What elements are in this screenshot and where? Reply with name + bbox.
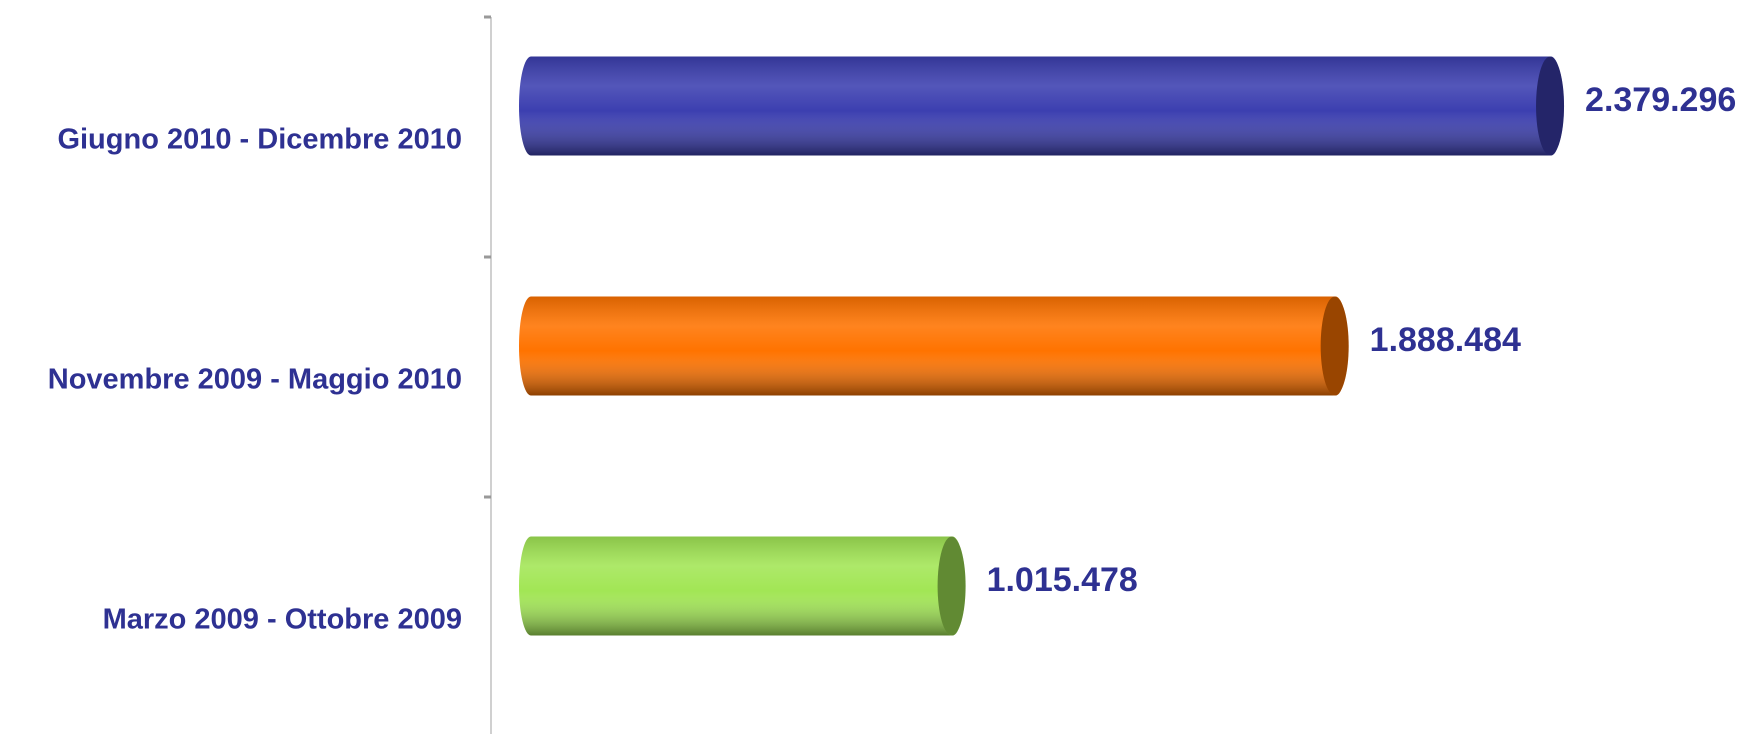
category-label: Novembre 2009 - Maggio 2010 <box>48 364 462 396</box>
bar-cap-shade <box>937 536 966 636</box>
value-label: 1.888.484 <box>1370 321 1521 359</box>
bar-shade <box>519 296 1348 396</box>
bar-cap <box>1536 56 1565 156</box>
bar-shade <box>519 536 965 636</box>
bar-cap-shade <box>1536 56 1565 156</box>
bar-shade <box>519 56 1564 156</box>
category-label: Marzo 2009 - Ottobre 2009 <box>103 604 462 636</box>
bar-cap <box>1320 296 1349 396</box>
value-label: 2.379.296 <box>1585 81 1736 119</box>
bar-cap-shade <box>1320 296 1349 396</box>
bar-cap <box>937 536 966 636</box>
category-label: Giugno 2010 - Dicembre 2010 <box>57 124 462 156</box>
value-label: 1.015.478 <box>987 561 1138 599</box>
